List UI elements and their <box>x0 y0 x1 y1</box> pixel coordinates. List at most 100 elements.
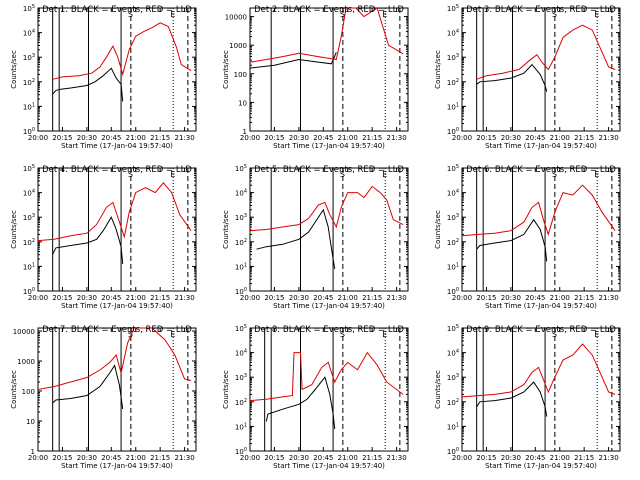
x-tick-label: 20:45 <box>313 134 333 142</box>
panel-title: Det 7: BLACK = Events, RED = LLD <box>42 325 192 335</box>
panel-title: Det 3: BLACK = Events, RED = LLD <box>466 5 616 15</box>
x-tick-label: 21:15 <box>150 134 170 142</box>
x-tick-label: 20:15 <box>264 294 284 302</box>
end-marker-label: E <box>594 10 599 19</box>
end-marker-label: E <box>382 330 387 339</box>
start-marker-label: S <box>340 10 345 19</box>
panel-title: Det 4: BLACK = Events, RED = LLD <box>42 165 192 175</box>
chart-panel: S E 1 10 100 1000 10000 20:00 20:15 20:30 20:45 21:… <box>222 5 409 150</box>
y-tick-label: 105 <box>447 164 459 173</box>
x-tick-label: 21:30 <box>175 134 195 142</box>
x-tick-label: 20:45 <box>525 454 545 462</box>
plot-frame <box>461 327 621 452</box>
x-tick-label: 21:15 <box>362 294 382 302</box>
x-tick-label: 21:30 <box>599 134 619 142</box>
x-tick-label: 21:30 <box>387 454 407 462</box>
y-tick-label: 103 <box>447 53 459 62</box>
end-marker-label: E <box>170 330 175 339</box>
lld-series-line <box>37 327 192 390</box>
end-marker-label: E <box>170 10 175 19</box>
start-marker-label: S <box>552 170 557 179</box>
x-tick-label: 20:00 <box>452 454 472 462</box>
x-tick-label: 21:00 <box>338 134 358 142</box>
chart-panel: S E 100 101 102 103 104 105 20:00 20:15 20:30 20:45… <box>10 164 197 310</box>
x-tick-label: 21:00 <box>550 454 570 462</box>
y-tick-label: 1000 <box>17 358 35 366</box>
y-tick-label: 100 <box>23 127 35 136</box>
y-tick-label: 102 <box>235 398 247 407</box>
x-axis-label: Start Time (17-Jan-04 19:57:40) <box>485 142 597 150</box>
x-tick-label: 20:45 <box>525 134 545 142</box>
x-axis-label: Start Time (17-Jan-04 19:57:40) <box>273 462 385 470</box>
y-tick-label: 102 <box>447 78 459 87</box>
panel-title: Det 5: BLACK = Events, RED = LLD <box>254 165 404 175</box>
x-tick-label: 21:00 <box>338 294 358 302</box>
x-tick-label: 20:45 <box>525 294 545 302</box>
y-tick-label: 101 <box>235 422 247 431</box>
x-tick-label: 21:15 <box>574 134 594 142</box>
x-axis-label: Start Time (17-Jan-04 19:57:40) <box>61 462 173 470</box>
y-tick-label: 1 <box>31 448 35 456</box>
y-tick-label: 103 <box>235 373 247 382</box>
panel-title: Det 2: BLACK = Events, RED = LLD <box>254 5 404 15</box>
y-tick-label: 10000 <box>225 14 247 22</box>
y-tick-label: 1000 <box>229 42 247 50</box>
x-tick-label: 21:15 <box>574 294 594 302</box>
y-tick-label: 10 <box>26 418 35 426</box>
y-tick-label: 101 <box>235 262 247 271</box>
x-tick-label: 21:15 <box>150 454 170 462</box>
y-tick-label: 100 <box>235 287 247 296</box>
start-marker-label: S <box>552 330 557 339</box>
plot-frame <box>37 7 197 132</box>
events-series-line <box>52 216 124 264</box>
panel-title: Det 8: BLACK = Events, RED = LLD <box>254 325 404 335</box>
x-tick-label: 21:30 <box>387 294 407 302</box>
x-axis-label: Start Time (17-Jan-04 19:57:40) <box>61 302 173 310</box>
y-tick-label: 100 <box>22 388 35 396</box>
y-axis-label: Counts/sec <box>10 50 18 89</box>
lld-series-line <box>37 182 192 242</box>
y-axis-label: Counts/sec <box>10 210 18 249</box>
y-tick-label: 105 <box>23 4 35 13</box>
x-tick-label: 20:00 <box>240 454 260 462</box>
y-tick-label: 103 <box>23 53 35 62</box>
y-tick-label: 102 <box>23 238 35 247</box>
chart-panel: S E 100 101 102 103 104 105 20:00 20:15 20:30 20:45… <box>222 164 409 310</box>
y-tick-label: 102 <box>235 238 247 247</box>
x-tick-label: 20:30 <box>77 454 97 462</box>
x-tick-label: 20:45 <box>101 294 121 302</box>
y-tick-label: 101 <box>447 422 459 431</box>
x-tick-label: 21:15 <box>362 454 382 462</box>
y-tick-label: 102 <box>447 238 459 247</box>
y-tick-label: 102 <box>447 398 459 407</box>
panel-title: Det 1: BLACK = Events, RED = LLD <box>42 5 192 15</box>
plot-frame <box>461 7 621 132</box>
x-tick-label: 21:00 <box>550 134 570 142</box>
chart-panel: S E 100 101 102 103 104 105 20:00 20:15 20:30 20:45… <box>434 164 621 310</box>
x-tick-label: 20:30 <box>501 134 521 142</box>
y-axis-label: Counts/sec <box>222 370 230 409</box>
y-tick-label: 10000 <box>13 328 35 336</box>
x-tick-label: 21:30 <box>599 294 619 302</box>
end-marker-label: E <box>594 170 599 179</box>
events-series-line <box>52 67 124 102</box>
y-tick-label: 1 <box>243 128 247 136</box>
plot-frame <box>249 327 409 452</box>
x-tick-label: 21:15 <box>574 454 594 462</box>
x-tick-label: 21:30 <box>599 454 619 462</box>
x-tick-label: 21:15 <box>362 134 382 142</box>
y-axis-label: Counts/sec <box>222 50 230 89</box>
y-tick-label: 103 <box>447 373 459 382</box>
x-tick-label: 20:30 <box>289 454 309 462</box>
x-axis-label: Start Time (17-Jan-04 19:57:40) <box>61 142 173 150</box>
x-tick-label: 21:30 <box>175 294 195 302</box>
x-tick-label: 20:00 <box>452 134 472 142</box>
x-tick-label: 21:00 <box>126 294 146 302</box>
x-tick-label: 20:15 <box>264 134 284 142</box>
y-tick-label: 104 <box>447 349 459 358</box>
start-marker-label: S <box>340 330 345 339</box>
x-tick-label: 20:15 <box>476 294 496 302</box>
y-tick-label: 100 <box>447 287 459 296</box>
x-tick-label: 21:00 <box>126 134 146 142</box>
